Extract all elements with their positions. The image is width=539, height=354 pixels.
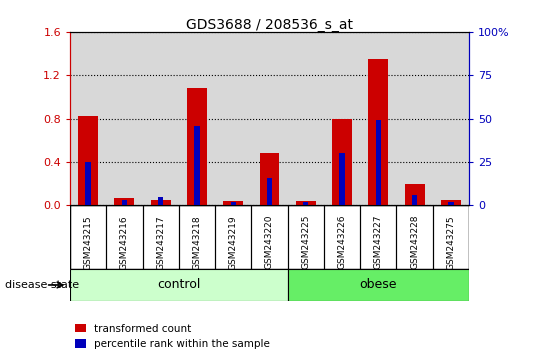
Text: GSM243226: GSM243226 [337, 215, 347, 269]
Text: GSM243228: GSM243228 [410, 215, 419, 269]
Bar [151, 200, 171, 205]
Text: GSM243225: GSM243225 [301, 215, 310, 269]
Text: GSM243219: GSM243219 [229, 215, 238, 269]
Bar [267, 178, 272, 205]
Text: control: control [157, 279, 201, 291]
Bar [368, 59, 388, 205]
Bar [78, 116, 98, 205]
Bar [340, 153, 345, 205]
Text: GSM243275: GSM243275 [446, 215, 455, 269]
Bar [412, 195, 417, 205]
Bar [158, 197, 163, 205]
Bar [223, 201, 243, 205]
Text: disease state: disease state [5, 280, 80, 290]
Text: GSM243218: GSM243218 [192, 215, 202, 269]
Bar [122, 200, 127, 205]
Legend: transformed count, percentile rank within the sample: transformed count, percentile rank withi… [75, 324, 270, 349]
Text: GDS3688 / 208536_s_at: GDS3688 / 208536_s_at [186, 18, 353, 32]
Bar [296, 201, 316, 205]
Bar [70, 269, 288, 301]
Bar [187, 88, 207, 205]
Bar [260, 153, 279, 205]
Bar [303, 202, 308, 205]
Text: obese: obese [360, 279, 397, 291]
Bar [288, 269, 469, 301]
Bar [332, 119, 352, 205]
Bar [231, 202, 236, 205]
Bar [441, 200, 461, 205]
Bar [194, 126, 200, 205]
Bar [114, 198, 134, 205]
Text: GSM243217: GSM243217 [156, 215, 165, 269]
Text: GSM243216: GSM243216 [120, 215, 129, 269]
Bar [86, 162, 91, 205]
Bar [405, 184, 425, 205]
Text: GSM243227: GSM243227 [374, 215, 383, 269]
Bar [376, 120, 381, 205]
Text: GSM243215: GSM243215 [84, 215, 93, 269]
Text: GSM243220: GSM243220 [265, 215, 274, 269]
Bar [448, 202, 453, 205]
